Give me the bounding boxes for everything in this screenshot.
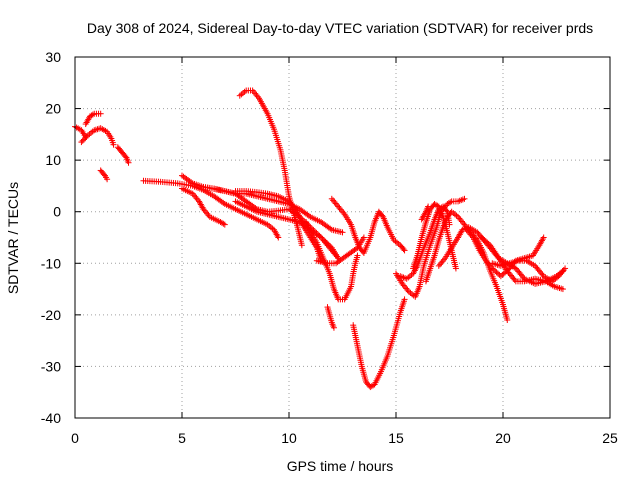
y-tick-label: -20	[41, 307, 61, 323]
series-arc-2	[78, 125, 117, 148]
data-point	[354, 252, 361, 259]
x-axis-label: GPS time / hours	[287, 458, 394, 474]
plot-frame	[74, 56, 611, 419]
data-point	[559, 286, 566, 293]
series-arc-16	[350, 296, 408, 391]
y-tick-label: 0	[53, 204, 61, 220]
data-point	[221, 221, 228, 228]
y-tick-label: -30	[41, 358, 61, 374]
series-arc-14	[324, 304, 337, 331]
y-tick-label: 10	[45, 152, 61, 168]
series-arc-20	[410, 200, 459, 272]
x-tick-label: 20	[495, 430, 511, 446]
data-point-sample	[220, 220, 227, 227]
data-point	[298, 242, 305, 249]
data-point	[104, 176, 111, 183]
y-tick-label: -40	[41, 410, 61, 426]
data-point-sample	[490, 266, 497, 273]
x-tick-label: 5	[178, 430, 186, 446]
x-tick-label: 25	[602, 430, 618, 446]
series-arc-19	[397, 203, 453, 282]
data-point	[125, 159, 132, 166]
x-tick-label: 10	[281, 430, 297, 446]
data-point	[339, 229, 346, 236]
data-point	[497, 273, 504, 280]
data-point	[425, 203, 432, 210]
data-point	[330, 324, 337, 331]
series-arc-13	[303, 219, 361, 303]
data-point	[478, 234, 485, 241]
y-axis-label: SDTVAR / TECUs	[5, 182, 21, 294]
data-point	[78, 139, 85, 146]
data-point-sample	[443, 207, 450, 214]
data-point	[360, 234, 367, 241]
data-point-sample	[484, 239, 491, 246]
data-point-sample	[83, 133, 90, 140]
chart-title: Day 308 of 2024, Sidereal Day-to-day VTE…	[87, 20, 593, 36]
series-arc-17	[328, 195, 408, 256]
data-point-sample	[493, 269, 500, 276]
data-point	[275, 234, 282, 241]
data-point	[562, 265, 569, 272]
data-point-sample	[447, 199, 454, 206]
data-point	[489, 265, 496, 272]
data-point	[461, 195, 468, 202]
data-point-sample	[79, 137, 86, 144]
data-point-sample	[379, 212, 386, 219]
data-point	[401, 296, 408, 303]
series-arc-21	[422, 208, 511, 324]
data-point-sample	[511, 276, 518, 283]
y-tick-label: 20	[45, 101, 61, 117]
data-point-sample	[122, 153, 129, 160]
data-point-sample	[492, 268, 499, 275]
data-point-sample	[481, 237, 488, 244]
data-point-sample	[482, 238, 489, 245]
x-tick-label: 15	[388, 430, 404, 446]
y-tick-label: -10	[41, 255, 61, 271]
data-point-sample	[480, 235, 487, 242]
data-point	[401, 247, 408, 254]
data-point	[540, 234, 547, 241]
data-point-sample	[82, 135, 89, 142]
data-point	[504, 317, 511, 324]
x-tick-label: 0	[71, 430, 79, 446]
data-point-sample	[400, 246, 407, 253]
grid	[75, 57, 610, 418]
series-arc-22	[418, 203, 432, 223]
axis-ticks: 0 5 10 15 20 25 30 20 10 0 -10 -20 -30 -40	[41, 49, 618, 446]
series-arc-12	[236, 87, 305, 249]
y-tick-label: 30	[45, 49, 61, 65]
series-arc-3	[82, 110, 104, 128]
data-point-sample	[539, 271, 546, 278]
series-arc-7	[179, 185, 228, 228]
series-arc-26	[489, 257, 569, 285]
series-arc-4	[97, 167, 111, 183]
data-point	[452, 265, 459, 272]
series-arc-5	[114, 144, 132, 166]
data-point	[110, 141, 117, 148]
series-arc-6	[140, 177, 282, 241]
data-points	[72, 87, 569, 391]
data-point-sample	[499, 271, 506, 278]
data-point-sample	[520, 274, 527, 281]
series-arc-10	[232, 188, 325, 264]
data-point	[97, 110, 104, 117]
data-point-sample	[495, 270, 502, 277]
data-point-sample	[500, 270, 507, 277]
data-point-sample	[100, 171, 107, 178]
series-arc-15	[313, 234, 367, 267]
data-point-sample	[80, 136, 87, 143]
data-point-sample	[89, 111, 96, 118]
